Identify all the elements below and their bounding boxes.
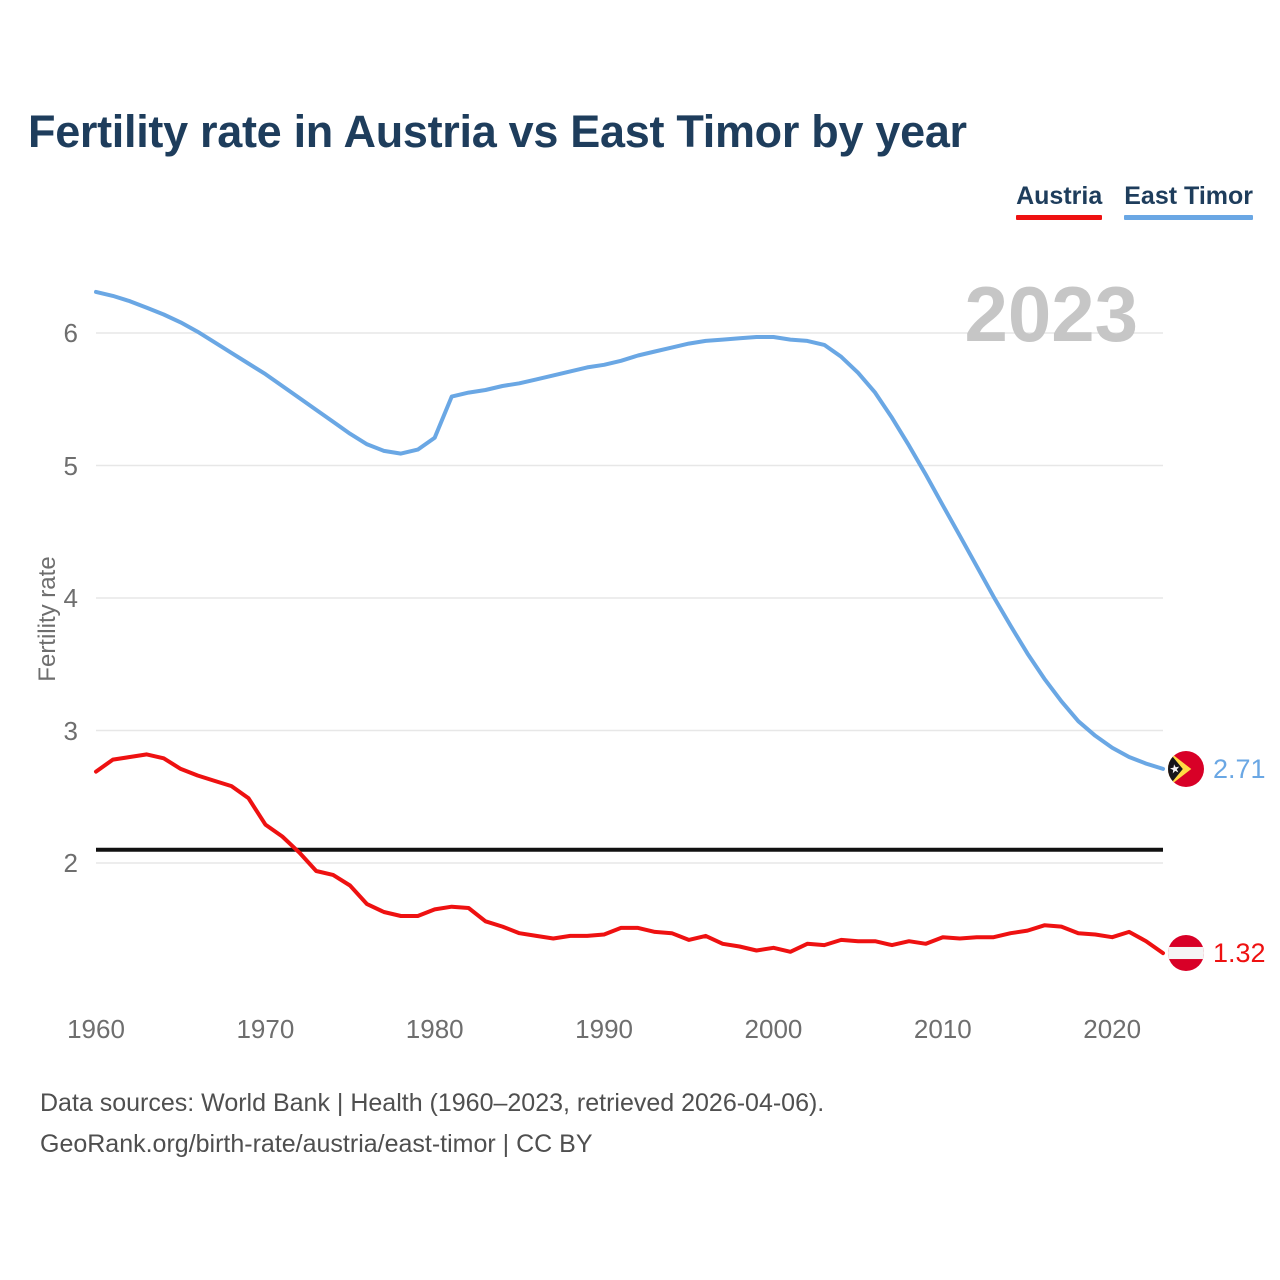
east-timor-line	[94, 289, 1165, 771]
end-value-austria: 1.32	[1213, 938, 1266, 969]
east-timor-flag-icon	[1168, 750, 1204, 787]
y-tick-label: 2	[63, 848, 78, 878]
austria-line	[94, 752, 1165, 956]
end-label-east-timor: 2.71	[1168, 750, 1266, 787]
x-tick-label: 2010	[913, 1014, 972, 1044]
gridlines	[96, 332, 1163, 864]
x-tick-label: 1980	[405, 1014, 464, 1044]
legend-item-austria[interactable]: Austria	[1016, 182, 1103, 220]
legend-label-austria: Austria	[1016, 182, 1103, 210]
footer: Data sources: World Bank | Health (1960–…	[40, 1083, 824, 1165]
x-tick-label: 1970	[236, 1014, 295, 1044]
legend-item-east-timor[interactable]: East Timor	[1124, 182, 1253, 220]
x-tick-label: 1990	[575, 1014, 634, 1044]
legend-label-east-timor: East Timor	[1124, 182, 1253, 210]
y-tick-label: 4	[63, 583, 78, 613]
y-axis-title: Fertility rate	[34, 556, 61, 682]
chart-title: Fertility rate in Austria vs East Timor …	[28, 106, 967, 157]
legend-underline-austria	[1016, 214, 1103, 220]
legend-underline-east-timor	[1124, 214, 1253, 220]
austria-flag-icon	[1168, 935, 1204, 972]
footer-sources-line: Data sources: World Bank | Health (1960–…	[40, 1089, 825, 1117]
end-value-east-timor: 2.71	[1213, 753, 1266, 784]
footer-link-line: GeoRank.org/birth-rate/austria/east-timo…	[40, 1130, 593, 1158]
x-tick-label: 2000	[744, 1014, 803, 1044]
watermark-year: 2023	[964, 270, 1138, 358]
legend: Austria East Timor	[1016, 182, 1253, 220]
y-tick-label: 5	[63, 450, 78, 481]
y-tick-label: 3	[63, 715, 78, 746]
y-tick-label: 6	[63, 318, 78, 348]
end-label-austria: 1.32	[1168, 935, 1266, 972]
x-tick-label: 1960	[67, 1014, 125, 1044]
x-tick-label: 2020	[1083, 1014, 1142, 1044]
